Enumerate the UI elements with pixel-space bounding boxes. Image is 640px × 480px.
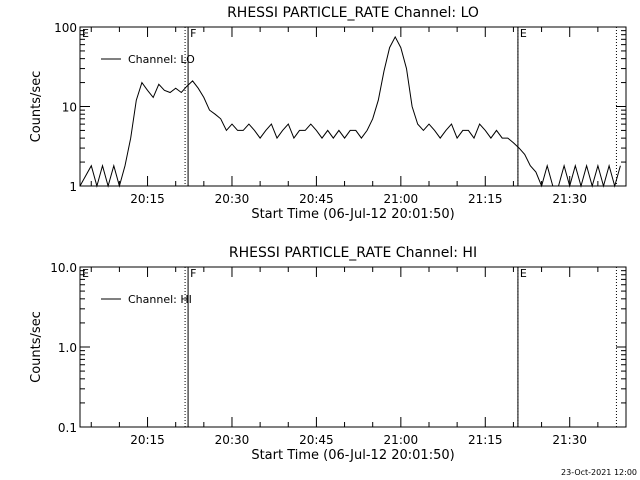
x-tick-label: 21:30: [552, 192, 587, 206]
y-axis-label: Counts/sec: [29, 311, 44, 383]
chart-title: RHESSI PARTICLE_RATE Channel: HI: [229, 245, 477, 261]
flag-label: E: [82, 27, 89, 40]
y-tick-label: 1.0: [58, 341, 77, 355]
x-tick-label: 20:15: [130, 192, 165, 206]
plot-frame: [79, 26, 627, 187]
x-tick-label: 20:30: [215, 433, 250, 447]
flag-label: F: [190, 267, 196, 280]
x-tick-label: 20:45: [299, 192, 334, 206]
x-axis-label: Start Time (06-Jul-12 20:01:50): [251, 207, 454, 222]
y-tick-label: 10: [62, 101, 77, 115]
x-tick-label: 21:15: [468, 192, 503, 206]
x-tick-label: 20:15: [130, 433, 165, 447]
series-line: [79, 35, 621, 188]
chart-title: RHESSI PARTICLE_RATE Channel: LO: [227, 5, 479, 21]
legend-entry: Channel: HI: [128, 293, 192, 306]
x-tick-label: 21:15: [468, 433, 503, 447]
x-tick-label: 21:00: [384, 433, 419, 447]
flag-label: E: [520, 27, 527, 40]
x-axis-label: Start Time (06-Jul-12 20:01:50): [251, 448, 454, 463]
x-tick-label: 21:30: [552, 433, 587, 447]
x-tick-label: 20:45: [299, 433, 334, 447]
y-tick-label: 1: [69, 180, 77, 194]
flag-label: E: [520, 267, 527, 280]
plot-frame: [79, 266, 627, 428]
panel-lo: RHESSI PARTICLE_RATE Channel: LO Counts/s…: [29, 5, 627, 222]
legend-entry: Channel: LO: [128, 53, 195, 66]
x-tick-label: 20:30: [215, 192, 250, 206]
y-axis-label: Counts/sec: [29, 71, 44, 143]
flag-label: F: [190, 27, 196, 40]
footer-timestamp: 23-Oct-2021 12:00: [561, 468, 637, 477]
y-tick-label: 0.1: [58, 421, 77, 435]
y-tick-label: 100: [54, 21, 77, 35]
y-tick-label: 10.0: [50, 261, 77, 275]
x-tick-label: 21:00: [384, 192, 419, 206]
flag-label: E: [82, 267, 89, 280]
panel-hi: RHESSI PARTICLE_RATE Channel: HI Counts/s…: [29, 245, 627, 463]
